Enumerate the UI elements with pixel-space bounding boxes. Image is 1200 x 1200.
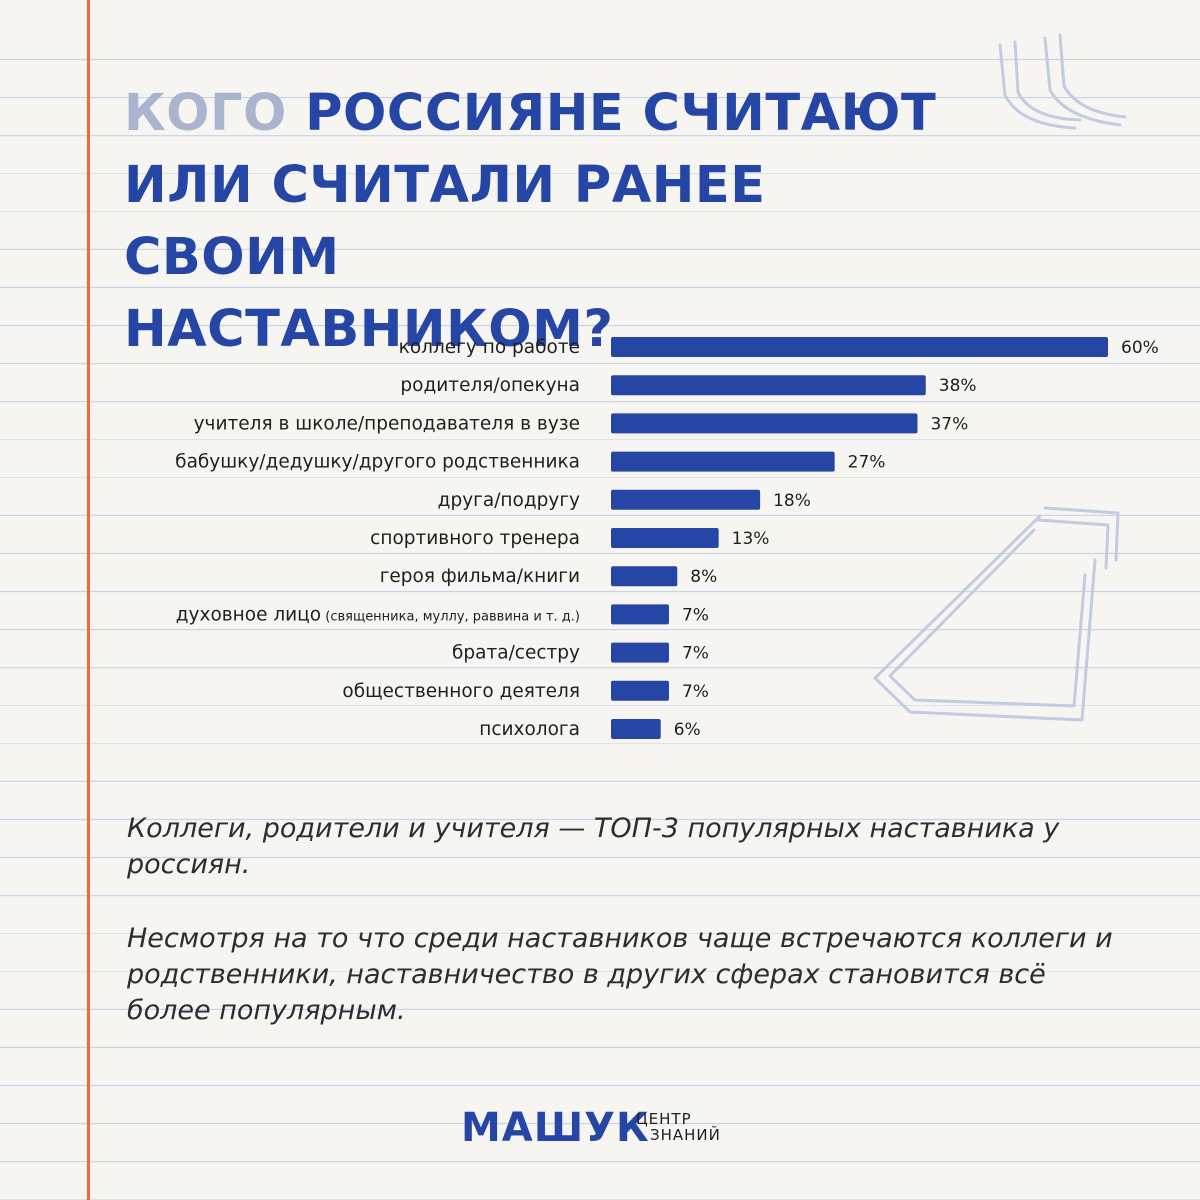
value-label: 37% [930,414,968,434]
bar [611,337,1108,357]
value-label: 7% [682,682,709,702]
value-label: 60% [1121,338,1159,358]
bar-chart: коллегу по работе 60% родителя/опекуна 38% у… [175,337,1159,740]
category-label: спортивного тренера [370,528,580,549]
bar [611,528,719,548]
category-label: друга/подругу [438,490,580,511]
category-label: героя фильма/книги [380,566,580,587]
bar [611,413,918,434]
bar [611,604,669,625]
value-label: 6% [674,720,701,740]
category-label: духовное лицо (священника, муллу, раввин… [176,604,580,625]
bar [611,566,678,587]
bar [611,719,661,739]
category-label: психолога [479,719,580,740]
bar [611,375,926,396]
value-label: 7% [682,605,709,625]
title-line-1: РОССИЯНЕ СЧИТАЮТ [305,84,937,143]
logo-subtitle-1: ЦЕНТР [636,1110,692,1128]
insight-paragraph: Несмотря на то что среди наставников чащ… [127,923,1113,1026]
logo-subtitle-2: ЗНАНИЙ [650,1126,721,1144]
value-label: 38% [939,376,977,396]
title-line-3: НАСТАВНИКОМ? [124,300,614,359]
logo-wordmark: МАШУК [461,1105,650,1151]
value-label: 13% [732,529,770,549]
category-label: родителя/опекуна [400,375,580,396]
category-label: общественного деятеля [342,681,580,702]
bar [611,642,669,663]
value-label: 8% [690,567,717,587]
category-label: коллегу по работе [399,337,580,358]
summary-paragraph: Коллеги, родители и учителя — ТОП-3 попу… [127,813,1060,880]
title-line-2: ИЛИ СЧИТАЛИ РАНЕЕ СВОИМ [124,156,766,287]
title-muted-word: КОГО [124,84,287,143]
value-label: 18% [773,491,811,511]
bar [611,489,761,510]
category-label: учителя в школе/преподавателя в вузе [194,413,580,434]
page-title: КОГО РОССИЯНЕ СЧИТАЮТ ИЛИ СЧИТАЛИ РАНЕЕ … [124,78,984,366]
value-label: 27% [848,453,886,473]
bar [611,680,669,701]
bar [611,451,835,472]
category-label: брата/сестру [452,643,580,664]
value-label: 7% [682,644,709,664]
category-label: бабушку/дедушку/другого родственника [175,452,580,473]
notebook-margin-line [87,0,90,1200]
